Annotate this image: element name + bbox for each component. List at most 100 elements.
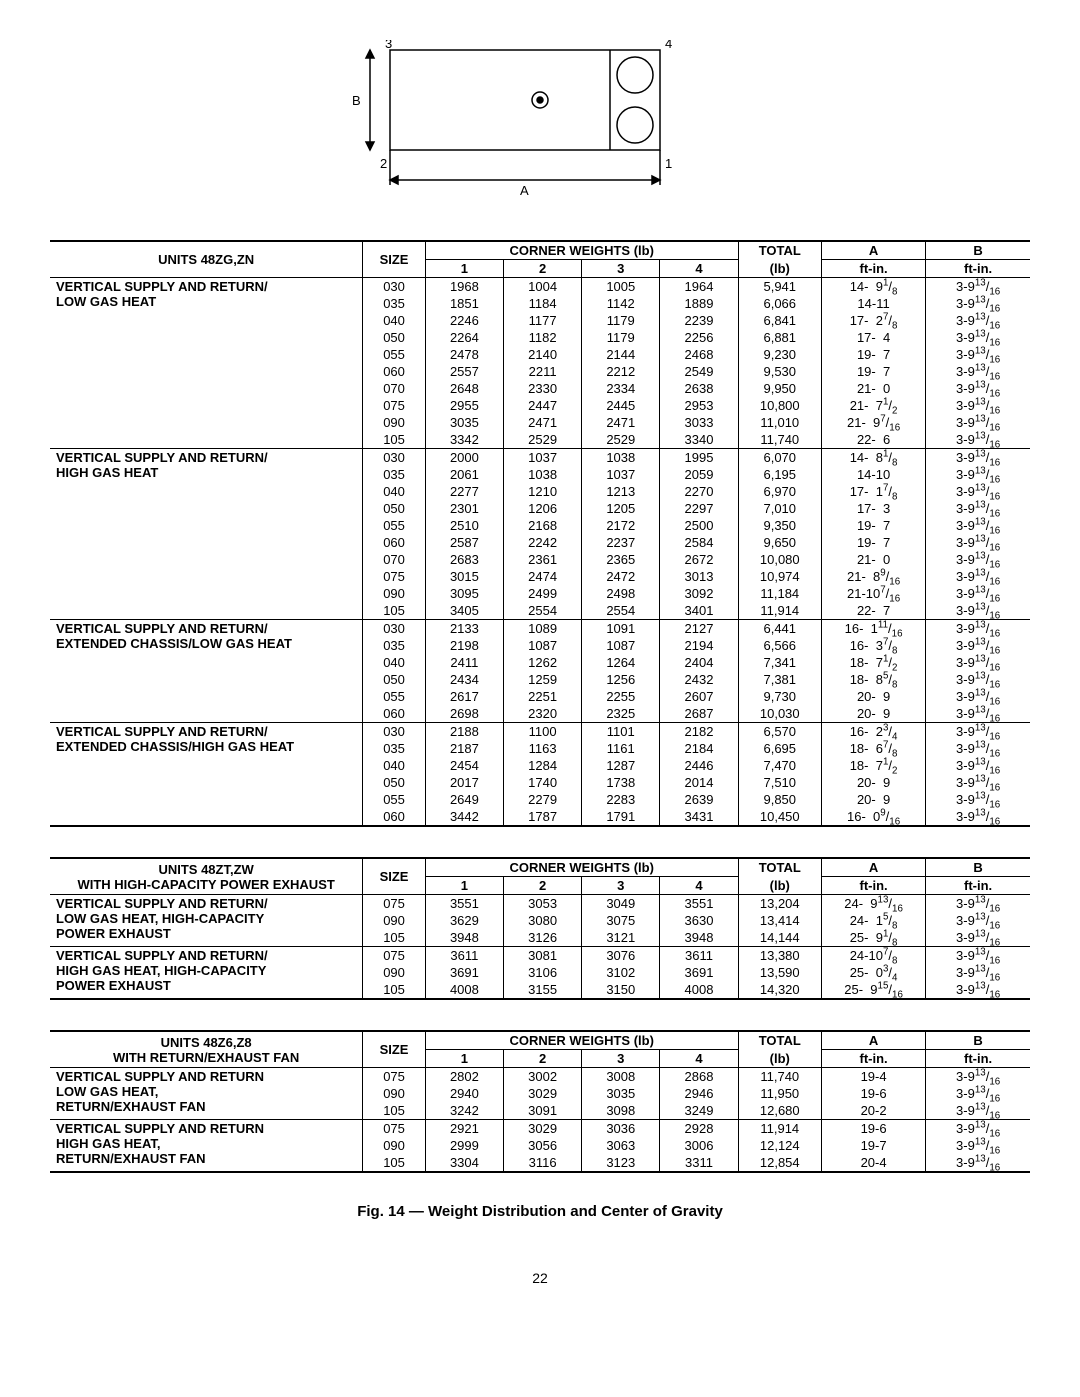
col-2: 2 — [504, 877, 582, 895]
cell-total: 7,510 — [738, 774, 821, 791]
cell-size: 075 — [363, 947, 426, 965]
cell-A: 19-6 — [821, 1085, 925, 1102]
cell-size: 105 — [363, 1102, 426, 1120]
cell-c1: 2649 — [425, 791, 503, 808]
col-1: 1 — [425, 877, 503, 895]
cell-total: 6,070 — [738, 449, 821, 467]
cell-c2: 1259 — [504, 671, 582, 688]
cell-size: 040 — [363, 654, 426, 671]
cell-total: 9,350 — [738, 517, 821, 534]
cell-c2: 2529 — [504, 431, 582, 449]
row-description: VERTICAL SUPPLY AND RETURNHIGH GAS HEAT,… — [50, 1120, 363, 1173]
cell-c3: 3121 — [582, 929, 660, 947]
cell-total: 7,010 — [738, 500, 821, 517]
cell-A: 14- 81/8 — [821, 449, 925, 467]
cell-c3: 1161 — [582, 740, 660, 757]
cell-c2: 1100 — [504, 723, 582, 741]
cell-c3: 1287 — [582, 757, 660, 774]
cell-c1: 2587 — [425, 534, 503, 551]
col-total: TOTAL — [738, 858, 821, 877]
col-A: A — [821, 241, 925, 260]
col-3: 3 — [582, 877, 660, 895]
cell-size: 060 — [363, 808, 426, 826]
cell-c2: 3081 — [504, 947, 582, 965]
cell-A: 22- 6 — [821, 431, 925, 449]
cell-c4: 2639 — [660, 791, 738, 808]
cell-c4: 2584 — [660, 534, 738, 551]
cell-B: 3-913/16 — [926, 500, 1030, 517]
col-1: 1 — [425, 1050, 503, 1068]
cell-A: 25- 91/8 — [821, 929, 925, 947]
cell-B: 3-913/16 — [926, 895, 1030, 913]
cell-size: 105 — [363, 981, 426, 999]
cell-total: 14,144 — [738, 929, 821, 947]
cell-c2: 3056 — [504, 1137, 582, 1154]
cell-c3: 3123 — [582, 1154, 660, 1172]
cell-total: 12,124 — [738, 1137, 821, 1154]
cell-A: 19-4 — [821, 1068, 925, 1086]
cell-c2: 2330 — [504, 380, 582, 397]
row-description: VERTICAL SUPPLY AND RETURN/HIGH GAS HEAT… — [50, 947, 363, 1000]
cell-c4: 2432 — [660, 671, 738, 688]
cell-c1: 3551 — [425, 895, 503, 913]
cell-c4: 2194 — [660, 637, 738, 654]
cell-c4: 3092 — [660, 585, 738, 602]
cell-total: 6,881 — [738, 329, 821, 346]
cell-B: 3-913/16 — [926, 774, 1030, 791]
row-description: VERTICAL SUPPLY AND RETURN/LOW GAS HEAT — [50, 278, 363, 449]
cell-c3: 1791 — [582, 808, 660, 826]
cell-c1: 2061 — [425, 466, 503, 483]
cell-c1: 3948 — [425, 929, 503, 947]
cell-c4: 2256 — [660, 329, 738, 346]
col-size: SIZE — [363, 1031, 426, 1068]
cell-c1: 2000 — [425, 449, 503, 467]
col-A: A — [821, 858, 925, 877]
cell-c3: 2325 — [582, 705, 660, 723]
cell-size: 055 — [363, 517, 426, 534]
cell-c4: 3401 — [660, 602, 738, 620]
cell-size: 070 — [363, 380, 426, 397]
cell-c1: 2921 — [425, 1120, 503, 1138]
cell-c4: 3311 — [660, 1154, 738, 1172]
cell-c3: 1101 — [582, 723, 660, 741]
cell-total: 6,566 — [738, 637, 821, 654]
cell-c3: 1179 — [582, 329, 660, 346]
col-total-unit: (lb) — [738, 877, 821, 895]
cell-c3: 3063 — [582, 1137, 660, 1154]
cell-c2: 3106 — [504, 964, 582, 981]
cell-size: 090 — [363, 414, 426, 431]
cell-c1: 2955 — [425, 397, 503, 414]
cell-c3: 3036 — [582, 1120, 660, 1138]
cell-A: 24- 913/16 — [821, 895, 925, 913]
table-title: UNITS 48ZT,ZWWITH HIGH-CAPACITY POWER EX… — [50, 858, 363, 895]
cell-B: 3-913/16 — [926, 551, 1030, 568]
cell-c3: 1213 — [582, 483, 660, 500]
cell-c2: 1037 — [504, 449, 582, 467]
cell-c3: 3098 — [582, 1102, 660, 1120]
cell-B: 3-913/16 — [926, 671, 1030, 688]
cell-size: 075 — [363, 1120, 426, 1138]
table-row: VERTICAL SUPPLY AND RETURN/EXTENDED CHAS… — [50, 620, 1030, 638]
col-B: B — [926, 1031, 1030, 1050]
cell-c2: 3126 — [504, 929, 582, 947]
cell-c3: 3008 — [582, 1068, 660, 1086]
cell-c2: 3080 — [504, 912, 582, 929]
cell-c1: 3629 — [425, 912, 503, 929]
col-corner-weights: CORNER WEIGHTS (lb) — [425, 858, 738, 877]
col-3: 3 — [582, 260, 660, 278]
cell-c4: 3630 — [660, 912, 738, 929]
cell-total: 11,740 — [738, 1068, 821, 1086]
cell-c1: 3611 — [425, 947, 503, 965]
cell-c2: 1177 — [504, 312, 582, 329]
cell-B: 3-913/16 — [926, 568, 1030, 585]
cell-B: 3-913/16 — [926, 278, 1030, 296]
cell-c1: 3691 — [425, 964, 503, 981]
cell-c4: 4008 — [660, 981, 738, 999]
col-B-unit: ft-in. — [926, 260, 1030, 278]
col-B-unit: ft-in. — [926, 1050, 1030, 1068]
cell-c2: 3053 — [504, 895, 582, 913]
cell-c4: 3249 — [660, 1102, 738, 1120]
cell-c2: 1284 — [504, 757, 582, 774]
table-title: UNITS 48Z6,Z8WITH RETURN/EXHAUST FAN — [50, 1031, 363, 1068]
cell-total: 6,195 — [738, 466, 821, 483]
